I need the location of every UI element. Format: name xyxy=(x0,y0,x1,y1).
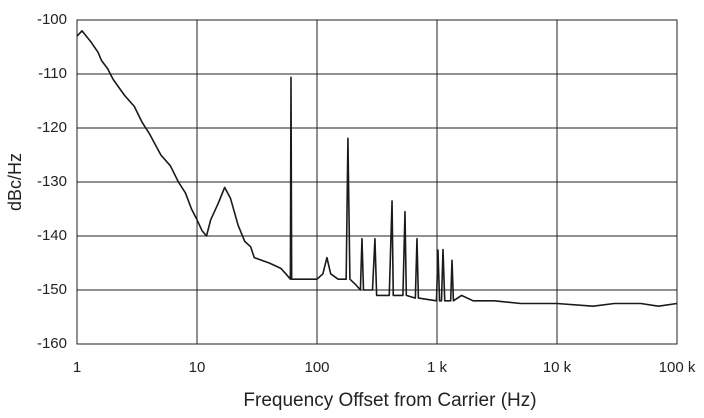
x-tick-label: 1 xyxy=(73,359,81,376)
x-tick-label: 100 k xyxy=(659,359,696,376)
x-tick-label: 1 k xyxy=(427,359,448,376)
x-tick-label: 10 k xyxy=(543,359,572,376)
y-tick-label: -150 xyxy=(37,281,67,298)
data-line xyxy=(76,30,678,307)
x-tick-label: 10 xyxy=(189,359,206,376)
x-tick-label: 100 xyxy=(304,359,329,376)
y-tick-label: -110 xyxy=(38,65,67,82)
y-tick-label: -140 xyxy=(37,227,67,244)
y-axis-label: dBc/Hz xyxy=(5,153,25,211)
y-tick-label: -120 xyxy=(37,119,67,136)
x-axis-label: Frequency Offset from Carrier (Hz) xyxy=(243,390,536,411)
y-tick-label: -160 xyxy=(37,335,67,352)
y-tick-label: -130 xyxy=(37,173,67,190)
y-tick-label: -100 xyxy=(37,11,67,28)
